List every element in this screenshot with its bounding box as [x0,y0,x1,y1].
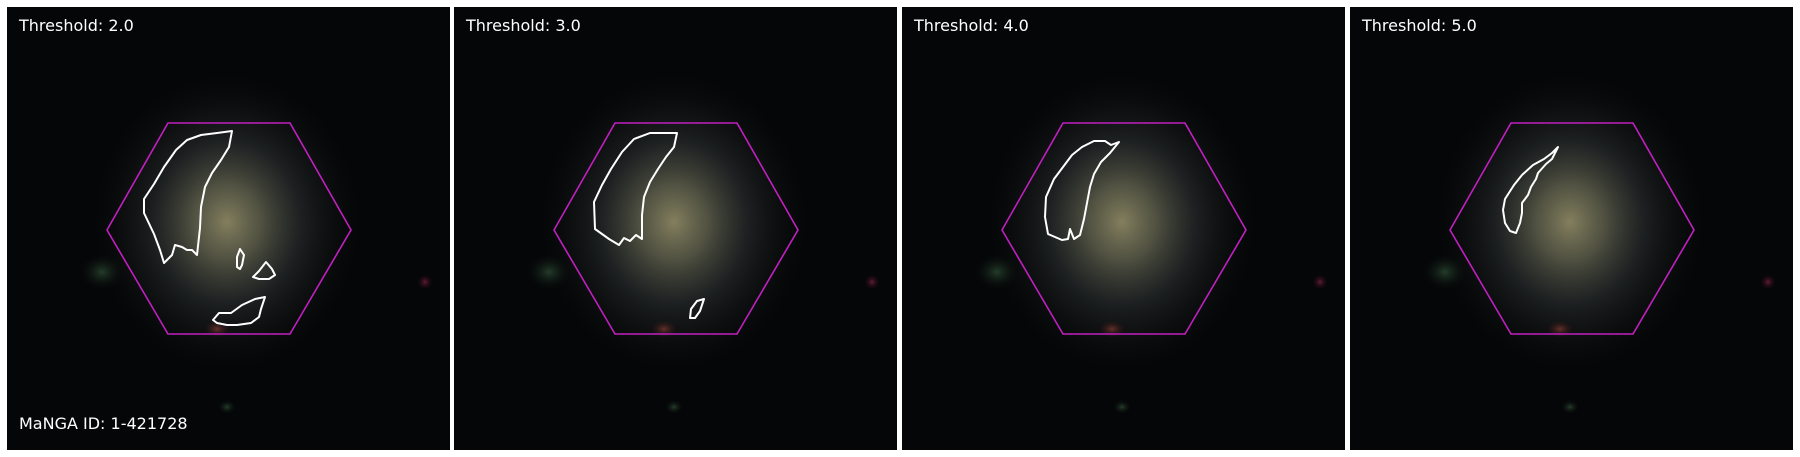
galaxy-image [1350,7,1793,450]
galaxy-image [7,7,450,450]
contour-group [1044,140,1120,241]
contour-outline [1044,140,1120,241]
galaxy-image [454,7,897,450]
ifu-hexagon-outline [1001,122,1247,335]
threshold-label: Threshold: 5.0 [1362,16,1477,35]
ifu-hexagon-outline [1449,122,1695,335]
manga-id-label: MaNGA ID: 1-421728 [19,414,188,433]
threshold-panel-5: Threshold: 5.0 [1350,7,1793,450]
threshold-panel-2: Threshold: 2.0 MaNGA ID: 1-421728 [7,7,450,450]
contour-group [143,130,276,326]
contour-outline [236,248,245,270]
contour-group [1502,146,1559,234]
threshold-panel-3: Threshold: 3.0 [454,7,897,450]
threshold-panel-4: Threshold: 4.0 [902,7,1345,450]
contour-outline [689,298,705,319]
threshold-label: Threshold: 4.0 [914,16,1029,35]
contour-outline [252,261,276,280]
threshold-label: Threshold: 2.0 [19,16,134,35]
galaxy-image [902,7,1345,450]
contour-group [593,132,705,319]
threshold-label: Threshold: 3.0 [466,16,581,35]
contour-outline [593,132,678,246]
contour-outline [1502,146,1559,234]
ifu-hexagon-outline [106,122,352,335]
ifu-hexagon-outline [553,122,799,335]
contour-outline [143,130,233,264]
contour-outline [212,296,266,326]
